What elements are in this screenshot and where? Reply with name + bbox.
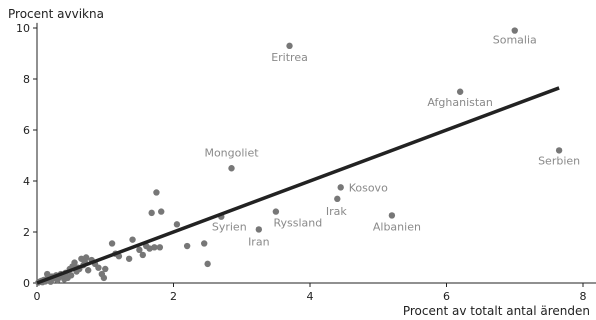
point-labels: Somalia Eritrea Afghanistan Serbien Mongolie… [204,34,580,249]
data-point [100,274,108,282]
x-tick-label-6: 6 [443,290,450,303]
data-point [102,265,109,273]
data-point [183,242,191,250]
y-axis-title: Procent avvikna [8,7,104,21]
data-point-mongoliet [228,165,235,172]
data-point [204,260,211,268]
x-tick-label-8: 8 [580,290,587,303]
point-label-irak: Irak [326,205,348,218]
data-point-afghanistan [456,88,464,95]
data-point-iran [255,226,263,233]
data-point [84,267,92,274]
data-point [151,244,158,251]
y-tick-label-10: 10 [16,22,30,35]
y-tick-label-6: 6 [23,124,30,137]
data-point-kosovo [337,184,344,191]
point-label-serbien: Serbien [538,154,580,167]
point-label-mongoliet: Mongoliet [204,146,259,159]
y-tick-label-8: 8 [23,73,30,86]
x-tick-label-0: 0 [34,290,41,303]
data-point [129,236,136,243]
point-label-iran: Iran [248,235,270,248]
data-point [71,259,78,266]
y-tick-label-4: 4 [23,175,30,188]
data-point [201,240,208,247]
data-point [153,189,160,196]
data-point [136,246,143,254]
data-point [67,272,75,279]
data-point [173,221,181,228]
point-label-afghanistan: Afghanistan [427,96,493,109]
data-point [82,254,90,261]
data-point [139,251,146,259]
point-label-albanien: Albanien [373,220,421,233]
data-point [156,244,164,251]
data-points [35,27,563,286]
point-label-eritrea: Eritrea [271,51,308,64]
tick-labels: 0 2 4 6 8 0 2 4 6 8 10 [16,22,587,303]
x-tick-label-2: 2 [170,290,177,303]
data-point [125,255,133,262]
data-point [44,270,51,278]
point-label-syrien: Syrien [212,221,247,234]
data-point-somalia [511,27,518,34]
y-tick-label-2: 2 [23,226,30,239]
x-axis-title: Procent av totalt antal ärenden [403,304,590,318]
data-point-irak [334,195,341,203]
data-point [108,240,116,247]
trend-line [36,86,560,285]
y-tick-label-0: 0 [23,277,30,290]
data-point-eritrea [286,42,293,50]
data-point [148,209,155,217]
axes [33,22,596,287]
data-point-serbien [555,147,563,154]
point-label-ryssland: Ryssland [273,217,322,230]
data-point [158,208,165,215]
data-point-ryssland [272,208,280,215]
data-point-albanien [388,212,396,219]
x-tick-label-4: 4 [307,290,314,303]
data-point [95,264,102,271]
point-label-somalia: Somalia [493,34,537,47]
point-label-kosovo: Kosovo [349,181,388,194]
